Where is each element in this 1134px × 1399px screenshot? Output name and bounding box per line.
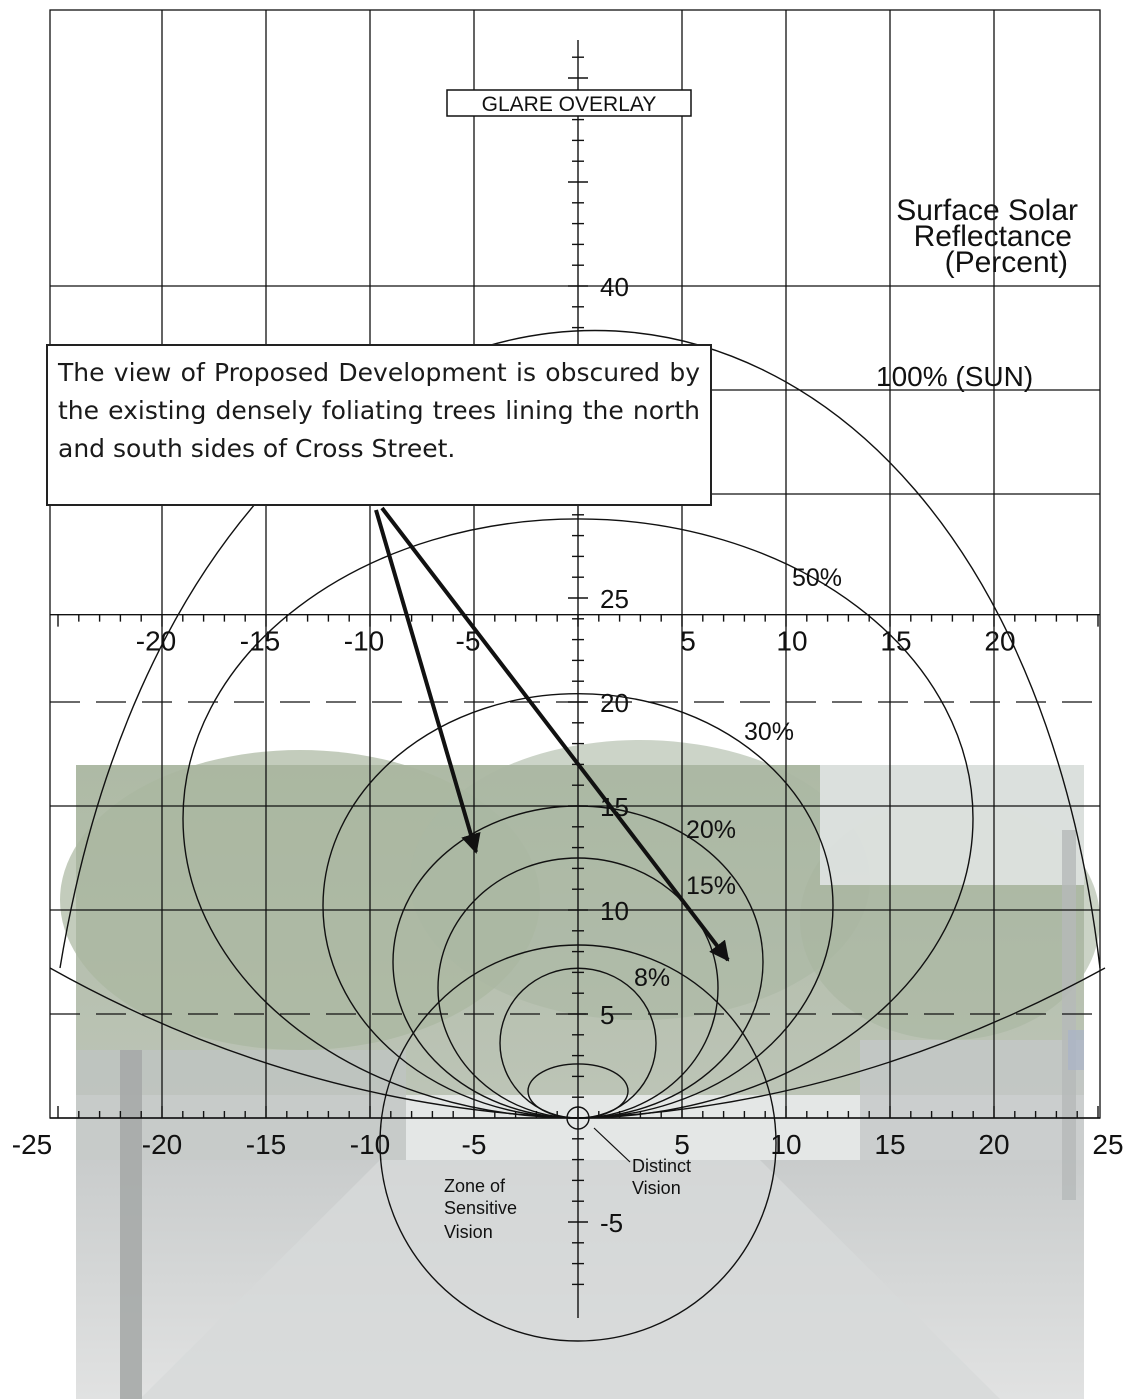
x-tick-label-upper: 15 xyxy=(880,626,911,657)
y-tick-label: -5 xyxy=(600,1208,623,1238)
sensitive-vision-line-2: Sensitive xyxy=(444,1198,517,1218)
label-sun: 100% (SUN) xyxy=(876,361,1033,392)
x-tick-label-upper: 5 xyxy=(680,626,696,657)
y-tick-label: 25 xyxy=(600,584,629,614)
diagram-title: GLARE OVERLAY xyxy=(482,93,657,116)
contour-sun xyxy=(59,330,1101,969)
x-tick-label-bottom: 20 xyxy=(978,1129,1009,1160)
x-tick-label-bottom: 25 xyxy=(1092,1129,1123,1160)
contour-labels: 100% (SUN) 50% 30% 20% 15% 8% xyxy=(634,361,1033,992)
x-tick-label-bottom: -10 xyxy=(350,1129,390,1160)
label-15: 15% xyxy=(686,872,736,900)
x-tick-label-upper: -15 xyxy=(240,626,280,657)
y-tick-label: 10 xyxy=(600,896,629,926)
sensitive-vision-line-3: Vision xyxy=(444,1222,493,1242)
x-tick-label-upper: 10 xyxy=(776,626,807,657)
x-tick-label-upper: -20 xyxy=(136,626,176,657)
legend-line-1: Surface Solar xyxy=(896,194,1078,227)
x-tick-label-bottom: -5 xyxy=(462,1129,487,1160)
y-tick-label: 20 xyxy=(600,688,629,718)
legend-line-2: Reflectance xyxy=(914,220,1072,253)
label-30: 30% xyxy=(744,718,794,746)
label-8: 8% xyxy=(634,964,670,992)
callout-text: The view of Proposed Development is obsc… xyxy=(58,358,700,463)
callout-box: The view of Proposed Development is obsc… xyxy=(46,344,712,506)
arrow-left xyxy=(374,509,481,854)
distinct-vision-line-2: Vision xyxy=(632,1178,681,1198)
x-tick-label-upper: 20 xyxy=(984,626,1015,657)
x-tick-label-bottom: -25 xyxy=(12,1129,52,1160)
sensitive-vision-line-1: Zone of xyxy=(444,1176,506,1196)
street-photo xyxy=(60,740,1100,1399)
callout-arrows xyxy=(374,506,730,962)
y-tick-label: 40 xyxy=(600,272,629,302)
label-50: 50% xyxy=(792,564,842,592)
legend-line-3: (Percent) xyxy=(945,246,1068,279)
distinct-vision-line-1: Distinct xyxy=(632,1156,691,1176)
x-tick-label-upper: -10 xyxy=(344,626,384,657)
y-tick-label: 5 xyxy=(600,1000,614,1030)
x-tick-label-bottom: -20 xyxy=(142,1129,182,1160)
zone-labels: Zone of Sensitive Vision Distinct Vision xyxy=(444,1127,691,1242)
x-tick-label-bottom: 10 xyxy=(770,1129,801,1160)
arrow-right xyxy=(380,506,730,962)
x-tick-label-bottom: 15 xyxy=(874,1129,905,1160)
x-tick-label-bottom: 5 xyxy=(674,1129,690,1160)
label-20: 20% xyxy=(686,816,736,844)
x-tick-label-bottom: -15 xyxy=(246,1129,286,1160)
legend-title: Surface Solar Reflectance (Percent) xyxy=(896,194,1078,279)
title-box: GLARE OVERLAY xyxy=(446,89,692,117)
tick-labels: -25 -20 -15 -10 -5 5 10 15 20 25 -20 -15 -10 -5 5 10 15 2… xyxy=(12,272,1124,1238)
